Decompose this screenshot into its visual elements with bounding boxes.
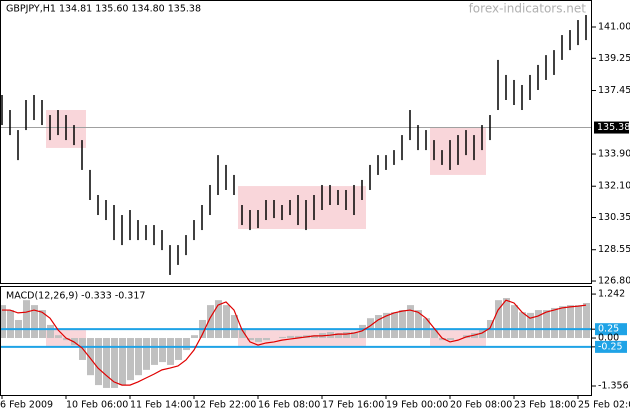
macd-header: MACD(12,26,9) -0.333 -0.317 — [6, 291, 145, 302]
macd-histogram-bar — [127, 338, 134, 381]
macd-histogram-bar — [231, 315, 238, 339]
macd-histogram-bar — [399, 310, 406, 339]
macd-histogram-bar — [191, 335, 198, 339]
macd-histogram-bar — [583, 302, 590, 339]
macd-histogram-bar — [255, 338, 262, 342]
y-tick-label-bg — [595, 340, 627, 353]
y-tick-label: 141.00 — [598, 22, 630, 33]
macd-histogram-bar — [0, 305, 6, 339]
y-tick-label: -0.25 — [598, 341, 623, 352]
macd-histogram-bar — [119, 338, 126, 386]
macd-histogram-bar — [575, 305, 582, 339]
y-tick-label: 132.10 — [598, 181, 630, 192]
y-tick-label: -1.356 — [598, 381, 629, 392]
macd-histogram-bar — [407, 305, 414, 339]
macd-histogram-bar — [111, 338, 118, 388]
macd-histogram-bar — [135, 338, 142, 376]
macd-histogram-bar — [479, 329, 486, 339]
highlight-zone — [238, 186, 366, 229]
macd-histogram-bar — [7, 310, 14, 339]
macd-histogram-bar — [63, 338, 70, 341]
macd-histogram-bar — [351, 332, 358, 339]
macd-histogram-bar — [559, 306, 566, 339]
macd-histogram-bar — [447, 338, 454, 341]
macd-histogram-bar — [39, 310, 46, 339]
x-tick-label: 6 Feb 2009 — [0, 400, 53, 411]
y-tick-label: 133.90 — [598, 149, 630, 160]
y-tick-label: 0.00 — [598, 333, 619, 344]
macd-histogram-bar — [543, 310, 550, 339]
macd-histogram-bar — [87, 338, 94, 376]
macd-histogram-bar — [383, 312, 390, 339]
macd-histogram-bar — [143, 338, 150, 370]
background-layer — [0, 110, 592, 347]
macd-histogram-bar — [495, 300, 502, 339]
macd-histogram-bar — [367, 318, 374, 339]
macd-histogram-bar — [151, 338, 158, 365]
macd-pane-frame — [0, 286, 592, 396]
macd-histogram-bar — [31, 305, 38, 339]
macd-histogram-bar — [503, 298, 510, 339]
macd-histogram-bar — [279, 336, 286, 339]
x-tick-label: 11 Feb 14:00 — [130, 400, 192, 411]
x-tick-label: 16 Feb 08:00 — [258, 400, 320, 411]
macd-histogram-bar — [55, 335, 62, 339]
macd-histogram-bar — [223, 305, 230, 339]
macd-histogram-bar — [207, 305, 214, 339]
macd-histogram-bar — [343, 332, 350, 339]
macd-histogram-bar — [247, 338, 254, 341]
y-tick-label: 137.45 — [598, 85, 630, 96]
macd-histogram-bar — [511, 305, 518, 339]
macd-histogram-bar — [215, 300, 222, 339]
macd-histogram-bar — [527, 312, 534, 339]
macd-histogram-bar — [535, 310, 542, 339]
macd-histogram-bar — [391, 312, 398, 339]
macd-histogram-bar — [311, 335, 318, 339]
x-tick-label: 12 Feb 22:00 — [194, 400, 256, 411]
macd-histogram-bar — [415, 310, 422, 339]
y-tick-label: 126.80 — [598, 276, 630, 287]
macd-histogram-bar — [519, 312, 526, 339]
y-tick-label: 1.242 — [598, 289, 625, 300]
macd-histogram-bar — [295, 335, 302, 339]
macd-histogram-bar — [431, 329, 438, 339]
x-tick-label: 20 Feb 08:00 — [450, 400, 512, 411]
macd-histogram-bar — [423, 318, 430, 339]
macd-histogram-bar — [183, 338, 190, 351]
macd-histogram-bar — [239, 329, 246, 339]
macd-histogram-bar — [175, 338, 182, 360]
y-tick-label: 130.35 — [598, 212, 630, 223]
macd-histogram-bar — [159, 338, 166, 363]
macd-histogram-bar — [551, 307, 558, 339]
macd-histogram-bar — [95, 338, 102, 386]
x-tick-label: 25 Feb 02:00 — [578, 400, 630, 411]
macd-histogram-bar — [567, 305, 574, 339]
price-pane-frame — [0, 0, 592, 284]
price-header: GBPJPY,H1 134.81 135.60 134.80 135.38 — [6, 4, 201, 15]
signal-line — [2, 299, 587, 386]
macd-histogram-bar — [103, 338, 110, 388]
last-price-label-bg — [594, 121, 629, 134]
x-tick-label: 23 Feb 18:00 — [514, 400, 576, 411]
macd-histogram-bar — [375, 315, 382, 339]
macd-histogram-bar — [167, 338, 174, 365]
macd-histogram-bar — [263, 338, 270, 341]
x-tick-label: 19 Feb 00:00 — [386, 400, 448, 411]
y-tick-label-bg — [595, 323, 627, 336]
macd-histogram-bar — [47, 324, 54, 339]
last-price-label: 135.38 — [597, 122, 630, 133]
marks-layer — [0, 15, 592, 388]
y-tick-label: 0.25 — [598, 324, 619, 335]
macd-histogram-bar — [335, 333, 342, 339]
macd-histogram-bar — [23, 300, 30, 339]
y-tick-label: 139.25 — [598, 53, 630, 64]
macd-histogram-bar — [287, 335, 294, 339]
watermark: forex-indicators.net — [469, 2, 587, 16]
y-tick-label: 128.55 — [598, 244, 630, 255]
macd-histogram-bar — [359, 324, 366, 339]
macd-histogram-bar — [439, 338, 446, 341]
x-tick-label: 17 Feb 16:00 — [322, 400, 384, 411]
x-tick-label: 10 Feb 06:00 — [66, 400, 128, 411]
